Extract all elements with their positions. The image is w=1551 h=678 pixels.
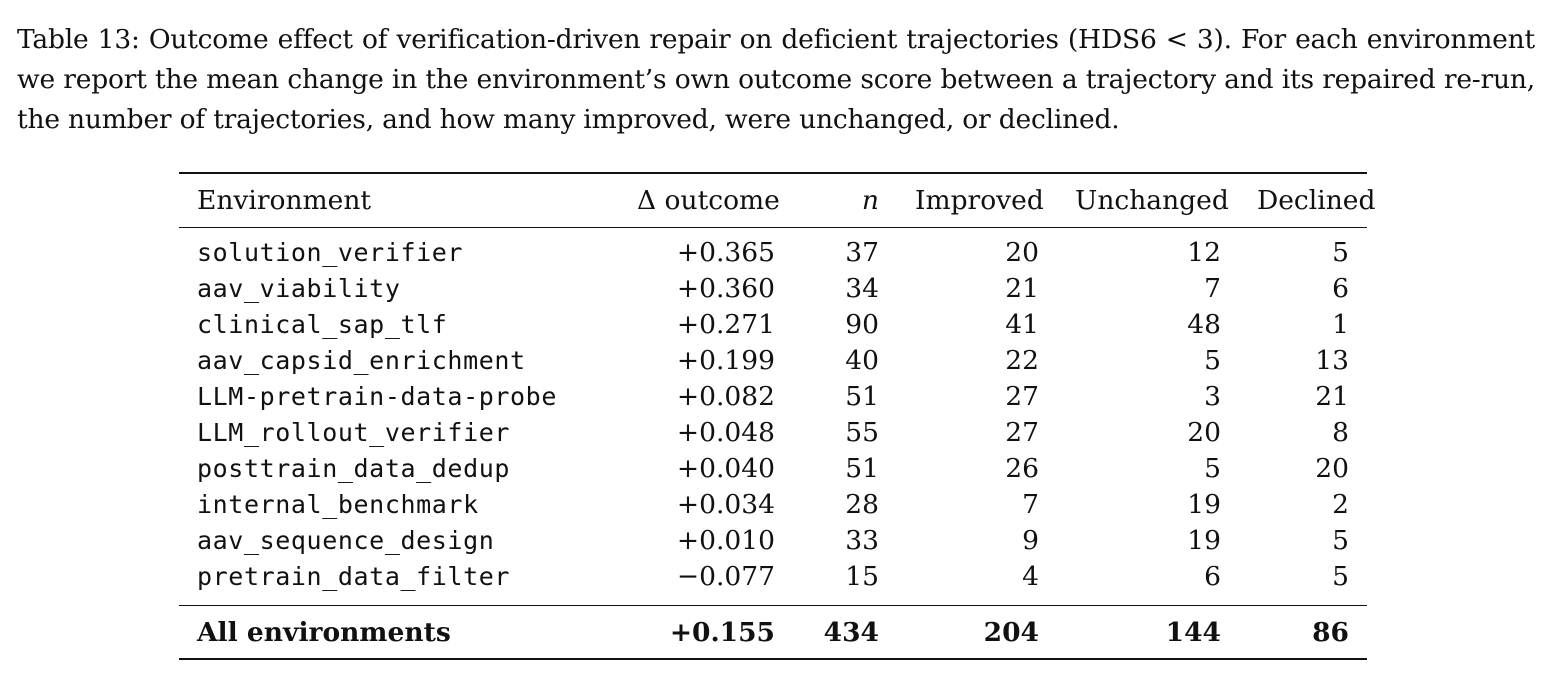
- cell-delta-outcome: −0.077: [676, 561, 775, 592]
- header-n: n: [793, 172, 897, 228]
- cell-unchanged: 6: [1204, 561, 1221, 592]
- cell-delta-outcome: +0.034: [676, 489, 775, 520]
- table-row: LLM_rollout_verifier +0.048 55 27 20 8: [179, 415, 1367, 451]
- table-header: Environment Δ outcome n Improved Unchang…: [179, 172, 1375, 228]
- cell-unchanged: 19: [1187, 489, 1221, 520]
- table-body: solution_verifier +0.365 37 20 12 5 aav_…: [179, 228, 1367, 606]
- cell-improved: 9: [1022, 525, 1039, 556]
- cell-delta-outcome: +0.271: [676, 309, 775, 340]
- cell-unchanged: 7: [1204, 273, 1221, 304]
- cell-unchanged: 5: [1204, 345, 1221, 376]
- cell-improved: 4: [1022, 561, 1039, 592]
- cell-environment: solution_verifier: [197, 238, 464, 267]
- total-n: 434: [793, 605, 897, 660]
- cell-n: 90: [845, 309, 879, 340]
- table-row: aav_capsid_enrichment +0.199 40 22 5 13: [179, 343, 1367, 379]
- table-row: clinical_sap_tlf +0.271 90 41 48 1: [179, 307, 1367, 343]
- cell-declined: 5: [1332, 237, 1349, 268]
- cell-unchanged: 48: [1187, 309, 1221, 340]
- cell-declined: 5: [1332, 561, 1349, 592]
- table-row: solution_verifier +0.365 37 20 12 5: [179, 228, 1367, 272]
- cell-delta-outcome: +0.048: [676, 417, 775, 448]
- cell-unchanged: 3: [1204, 381, 1221, 412]
- cell-delta-outcome: +0.082: [676, 381, 775, 412]
- cell-unchanged: 20: [1187, 417, 1221, 448]
- cell-improved: 22: [1005, 345, 1039, 376]
- cell-environment: LLM-pretrain-data-probe: [197, 382, 557, 411]
- header-unchanged: Unchanged: [1057, 172, 1239, 228]
- table-row: posttrain_data_dedup +0.040 51 26 5 20: [179, 451, 1367, 487]
- total-declined: 86: [1239, 605, 1367, 660]
- table-row: aav_sequence_design +0.010 33 9 19 5: [179, 523, 1367, 559]
- header-row: Environment Δ outcome n Improved Unchang…: [179, 172, 1375, 228]
- table-row: internal_benchmark +0.034 28 7 19 2: [179, 487, 1367, 523]
- total-unchanged: 144: [1057, 605, 1239, 660]
- cell-declined: 5: [1332, 525, 1349, 556]
- cell-improved: 21: [1005, 273, 1039, 304]
- cell-declined: 21: [1315, 381, 1349, 412]
- cell-declined: 6: [1332, 273, 1349, 304]
- cell-declined: 13: [1315, 345, 1349, 376]
- total-row: All environments +0.155 434 204 144 86: [179, 605, 1367, 660]
- cell-n: 55: [845, 417, 879, 448]
- cell-environment: clinical_sap_tlf: [197, 310, 448, 339]
- cell-environment: posttrain_data_dedup: [197, 454, 511, 483]
- header-environment: Environment: [179, 172, 619, 228]
- cell-delta-outcome: +0.199: [676, 345, 775, 376]
- table-footer: All environments +0.155 434 204 144 86: [179, 605, 1367, 660]
- cell-improved: 27: [1005, 417, 1039, 448]
- cell-environment: aav_sequence_design: [197, 526, 495, 555]
- cell-n: 51: [845, 381, 879, 412]
- header-declined: Declined: [1239, 172, 1375, 228]
- cell-environment: LLM_rollout_verifier: [197, 418, 511, 447]
- cell-improved: 41: [1005, 309, 1039, 340]
- header-delta-outcome: Δ outcome: [619, 172, 793, 228]
- cell-delta-outcome: +0.040: [676, 453, 775, 484]
- cell-improved: 20: [1005, 237, 1039, 268]
- table-row: aav_viability +0.360 34 21 7 6: [179, 271, 1367, 307]
- total-delta-outcome: +0.155: [619, 605, 793, 660]
- cell-unchanged: 5: [1204, 453, 1221, 484]
- cell-n: 37: [845, 237, 879, 268]
- cell-n: 51: [845, 453, 879, 484]
- cell-environment: aav_capsid_enrichment: [197, 346, 526, 375]
- table-row: pretrain_data_filter −0.077 15 4 6 5: [179, 559, 1367, 606]
- cell-improved: 26: [1005, 453, 1039, 484]
- cell-n: 15: [845, 561, 879, 592]
- results-table-container: Environment Δ outcome n Improved Unchang…: [179, 172, 1375, 660]
- results-table: Environment Δ outcome n Improved Unchang…: [179, 172, 1375, 660]
- cell-declined: 8: [1332, 417, 1349, 448]
- total-improved: 204: [897, 605, 1057, 660]
- cell-environment: internal_benchmark: [197, 490, 479, 519]
- cell-n: 40: [845, 345, 879, 376]
- cell-declined: 1: [1332, 309, 1349, 340]
- cell-environment: pretrain_data_filter: [197, 562, 511, 591]
- cell-n: 34: [845, 273, 879, 304]
- cell-delta-outcome: +0.365: [676, 237, 775, 268]
- cell-declined: 20: [1315, 453, 1349, 484]
- cell-improved: 7: [1022, 489, 1039, 520]
- cell-n: 28: [845, 489, 879, 520]
- total-environment: All environments: [179, 605, 619, 660]
- cell-delta-outcome: +0.360: [676, 273, 775, 304]
- table-row: LLM-pretrain-data-probe +0.082 51 27 3 2…: [179, 379, 1367, 415]
- cell-delta-outcome: +0.010: [676, 525, 775, 556]
- cell-improved: 27: [1005, 381, 1039, 412]
- cell-unchanged: 12: [1187, 237, 1221, 268]
- table-caption: Table 13: Outcome effect of verification…: [17, 24, 1535, 135]
- cell-unchanged: 19: [1187, 525, 1221, 556]
- cell-environment: aav_viability: [197, 274, 401, 303]
- header-improved: Improved: [897, 172, 1057, 228]
- cell-n: 33: [845, 525, 879, 556]
- cell-declined: 2: [1332, 489, 1349, 520]
